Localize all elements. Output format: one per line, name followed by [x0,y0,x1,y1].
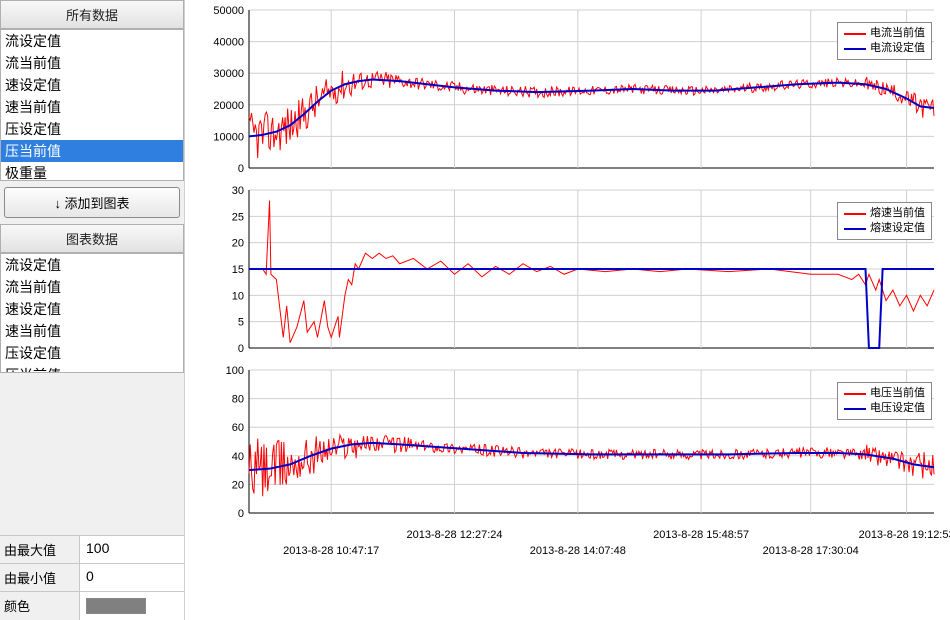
color-label: 颜色 [0,592,80,620]
legend-label: 电流当前值 [870,26,925,41]
legend-label: 电压当前值 [870,386,925,401]
list-item[interactable]: 压设定值 [1,118,183,140]
legend-label: 电压设定值 [870,401,925,416]
chart-panel: 0 20 40 60 80 100 电压当前值电压设定值 [199,364,942,519]
svg-text:40: 40 [232,451,244,463]
all-data-list[interactable]: 流设定值流当前值速设定值速当前值压设定值压当前值极重量杆位置 [0,29,184,181]
y-max-input[interactable] [86,540,178,556]
list-item[interactable]: 速设定值 [1,74,183,96]
list-item[interactable]: 速当前值 [1,96,183,118]
x-tick-label: 2013-8-28 17:30:04 [763,545,859,557]
y-max-row: 由最大值 [0,535,184,563]
list-item[interactable]: 流设定值 [1,30,183,52]
x-tick-label: 2013-8-28 19:12:53 [859,529,950,541]
svg-text:25: 25 [232,211,244,223]
chart-area: 0 10000 20000 30000 40000 50000 电流当前值电流设定值 0 5 10… [185,0,950,620]
list-item[interactable]: 流当前值 [1,276,183,298]
y-min-input[interactable] [86,568,178,584]
legend: 电流当前值电流设定值 [837,22,932,60]
color-swatch[interactable] [86,598,146,614]
chart-panel: 0 10000 20000 30000 40000 50000 电流当前值电流设定值 [199,4,942,174]
legend: 熔速当前值熔速设定值 [837,202,932,240]
svg-text:80: 80 [232,394,244,406]
list-item[interactable]: 速当前值 [1,320,183,342]
list-item[interactable]: 压当前值 [1,140,183,162]
svg-text:100: 100 [226,365,244,377]
svg-text:20000: 20000 [213,100,244,112]
svg-text:30: 30 [232,185,244,197]
list-item[interactable]: 流设定值 [1,254,183,276]
chart-panel: 0 5 10 15 20 25 30 熔速当前值熔速设定值 [199,184,942,354]
svg-text:10: 10 [232,290,244,302]
x-tick-label: 2013-8-28 15:48:57 [653,529,749,541]
chart-data-header: 图表数据 [0,224,184,253]
y-min-row: 由最小值 [0,563,184,591]
list-item[interactable]: 流当前值 [1,52,183,74]
chart-data-list[interactable]: 流设定值流当前值速设定值速当前值压设定值压当前值 [0,253,184,373]
svg-text:20: 20 [232,238,244,250]
x-axis: 2013-8-28 10:47:17 2013-8-28 12:27:24 2013… [249,529,942,569]
svg-text:10000: 10000 [213,131,244,143]
list-item[interactable]: 压设定值 [1,342,183,364]
list-item[interactable]: 速设定值 [1,298,183,320]
y-min-label: 由最小值 [0,564,80,591]
x-tick-label: 2013-8-28 12:27:24 [406,529,502,541]
svg-text:5: 5 [238,317,244,329]
legend-label: 电流设定值 [870,41,925,56]
color-row: 颜色 [0,591,184,620]
svg-text:0: 0 [238,343,244,354]
legend: 电压当前值电压设定值 [837,382,932,420]
svg-text:40000: 40000 [213,37,244,49]
all-data-header: 所有数据 [0,0,184,29]
svg-text:15: 15 [232,264,244,276]
svg-text:60: 60 [232,422,244,434]
svg-text:50000: 50000 [213,5,244,17]
svg-text:20: 20 [232,479,244,491]
x-tick-label: 2013-8-28 14:07:48 [530,545,626,557]
x-tick-label: 2013-8-28 10:47:17 [283,545,379,557]
legend-label: 熔速设定值 [870,221,925,236]
list-item[interactable]: 压当前值 [1,364,183,373]
list-item[interactable]: 极重量 [1,162,183,181]
sidebar: 所有数据 流设定值流当前值速设定值速当前值压设定值压当前值极重量杆位置 ↓ 添加… [0,0,185,620]
legend-label: 熔速当前值 [870,206,925,221]
svg-text:30000: 30000 [213,68,244,80]
add-to-chart-button[interactable]: ↓ 添加到图表 [4,187,180,218]
y-max-label: 由最大值 [0,536,80,563]
svg-text:0: 0 [238,163,244,174]
svg-text:0: 0 [238,508,244,519]
